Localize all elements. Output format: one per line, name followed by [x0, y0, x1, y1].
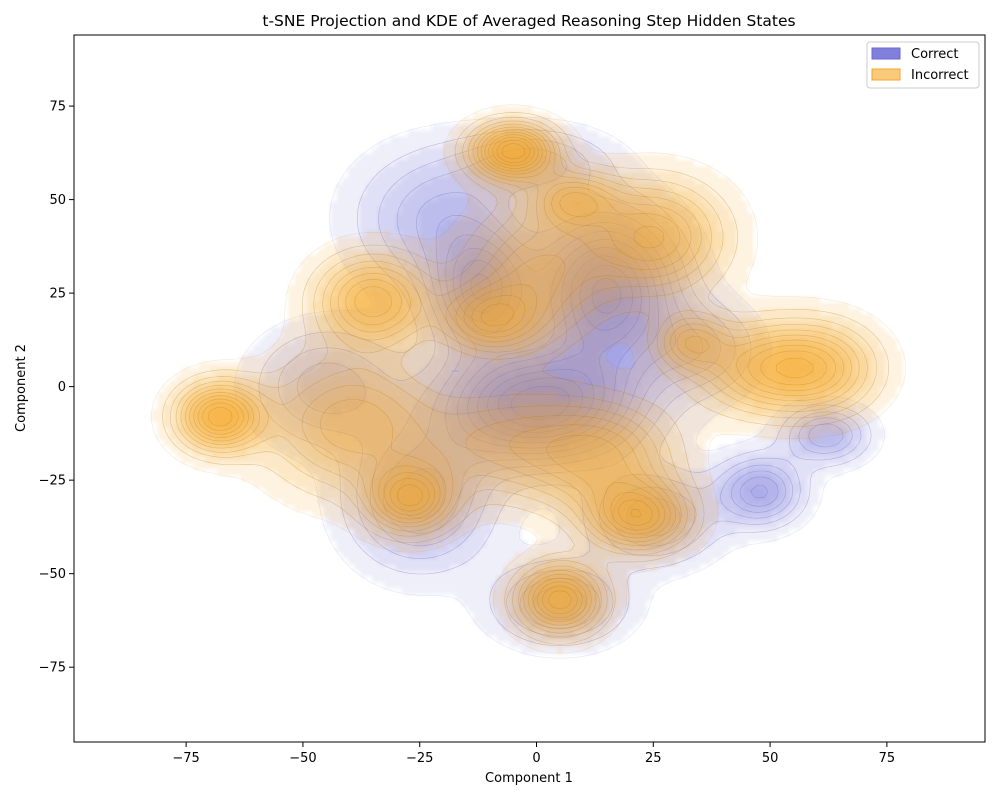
x-tick-label: −50	[289, 751, 316, 766]
y-tick-label: −50	[39, 567, 66, 582]
legend-swatch-correct	[871, 47, 901, 60]
x-tick-label: 25	[645, 751, 662, 766]
legend-label-incorrect: Incorrect	[911, 68, 969, 83]
y-tick-label: 75	[49, 100, 66, 115]
chart-title: t-SNE Projection and KDE of Averaged Rea…	[262, 12, 795, 30]
x-tick-label: 75	[879, 751, 896, 766]
x-axis-title: Component 1	[485, 771, 573, 786]
contour-line-incorrect	[208, 139, 642, 518]
contour-line-incorrect	[185, 126, 852, 626]
density-fill-incorrect	[74, 35, 985, 742]
density-contours	[74, 35, 985, 742]
contour-line-incorrect	[202, 136, 814, 610]
x-axis: −75 −50 −25 0 25 50 75	[172, 742, 895, 766]
y-tick-label: 50	[49, 193, 66, 208]
plot-frame	[73, 34, 986, 743]
legend-label-correct: Correct	[911, 47, 958, 62]
contour-line-incorrect	[175, 120, 868, 634]
contour-line-incorrect	[170, 116, 877, 639]
contour-line-incorrect	[151, 104, 906, 654]
y-tick-label: 25	[49, 287, 66, 302]
y-tick-label: −25	[39, 474, 66, 489]
legend: Correct Incorrect	[866, 41, 980, 89]
y-tick-label: 0	[58, 380, 66, 395]
x-tick-label: −75	[172, 751, 199, 766]
contour-line-incorrect	[193, 131, 836, 619]
y-axis: −75 −50 −25 0 25 50 75	[39, 100, 74, 676]
x-tick-label: −25	[406, 751, 433, 766]
density-series-incorrect	[74, 35, 985, 742]
x-tick-label: 0	[532, 751, 540, 766]
y-axis-title: Component 2	[14, 344, 29, 432]
y-tick-label: −75	[39, 661, 66, 676]
legend-swatch-incorrect	[871, 68, 901, 81]
contour-line-incorrect	[180, 123, 860, 630]
contour-line-incorrect	[189, 129, 845, 622]
x-tick-label: 50	[762, 751, 779, 766]
contour-line-incorrect	[501, 143, 526, 160]
contour-line-incorrect	[162, 112, 889, 645]
contour-line-incorrect	[197, 134, 827, 615]
